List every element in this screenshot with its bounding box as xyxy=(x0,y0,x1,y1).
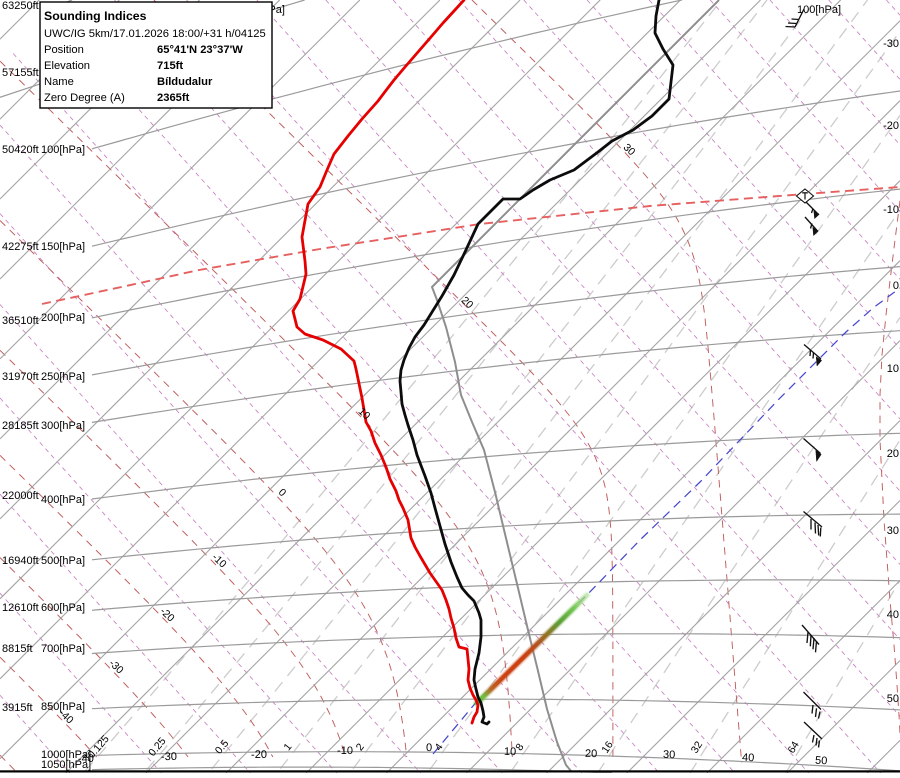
svg-text:50420ft: 50420ft xyxy=(2,144,39,156)
svg-text:30: 30 xyxy=(887,525,899,537)
svg-text:57155ft: 57155ft xyxy=(2,67,39,79)
svg-text:-20: -20 xyxy=(251,749,267,761)
svg-text:0: 0 xyxy=(426,742,432,754)
svg-text:700[hPa]: 700[hPa] xyxy=(41,643,85,655)
svg-text:40: 40 xyxy=(742,752,755,765)
svg-text:2365ft: 2365ft xyxy=(157,92,190,104)
svg-text:250[hPa]: 250[hPa] xyxy=(41,371,85,383)
svg-text:36510ft: 36510ft xyxy=(2,315,39,327)
svg-text:12610ft: 12610ft xyxy=(2,602,39,614)
svg-text:400[hPa]: 400[hPa] xyxy=(41,494,85,506)
svg-text:Elevation: Elevation xyxy=(44,60,90,72)
svg-text:31970ft: 31970ft xyxy=(2,371,39,383)
svg-text:-40: -40 xyxy=(78,753,94,765)
svg-text:16: 16 xyxy=(599,739,616,755)
svg-text:200[hPa]: 200[hPa] xyxy=(41,312,85,324)
svg-text:-30: -30 xyxy=(161,751,177,763)
svg-text:1050[hPa]: 1050[hPa] xyxy=(41,759,91,771)
svg-text:-20: -20 xyxy=(883,120,899,132)
svg-text:1000[hPa]: 1000[hPa] xyxy=(41,749,91,761)
svg-text:600[hPa]: 600[hPa] xyxy=(41,602,85,614)
svg-text:150[hPa]: 150[hPa] xyxy=(41,241,85,253)
svg-text:850[hPa]: 850[hPa] xyxy=(41,701,85,713)
svg-text:Sounding Indices: Sounding Indices xyxy=(44,9,147,23)
svg-text:715ft: 715ft xyxy=(157,60,183,72)
svg-text:Bíldudalur: Bíldudalur xyxy=(157,76,213,88)
svg-text:3915ft: 3915ft xyxy=(2,702,33,714)
svg-text:16940ft: 16940ft xyxy=(2,555,39,567)
svg-text:100[hPa]: 100[hPa] xyxy=(41,144,85,156)
svg-text:Name: Name xyxy=(44,76,74,88)
svg-text:22000ft: 22000ft xyxy=(2,490,39,502)
svg-text:-10: -10 xyxy=(337,745,353,757)
svg-text:300[hPa]: 300[hPa] xyxy=(41,420,85,432)
svg-text:500[hPa]: 500[hPa] xyxy=(41,555,85,567)
svg-text:28185ft: 28185ft xyxy=(2,420,39,432)
svg-text:20: 20 xyxy=(887,448,899,460)
svg-text:20: 20 xyxy=(585,748,598,760)
svg-text:10: 10 xyxy=(504,746,516,758)
svg-text:8: 8 xyxy=(513,741,526,753)
svg-text:50: 50 xyxy=(815,755,828,768)
svg-text:Zero Degree (A): Zero Degree (A) xyxy=(44,92,125,104)
svg-text:100[hPa]: 100[hPa] xyxy=(797,4,841,16)
svg-text:Position: Position xyxy=(44,44,84,56)
svg-text:40: 40 xyxy=(887,609,899,621)
svg-text:32: 32 xyxy=(689,739,705,755)
svg-text:0: 0 xyxy=(893,280,899,292)
svg-text:64: 64 xyxy=(785,739,801,755)
svg-text:42275ft: 42275ft xyxy=(2,241,39,253)
svg-text:4: 4 xyxy=(433,741,446,753)
svg-text:-10: -10 xyxy=(883,204,899,216)
svg-text:63250ft: 63250ft xyxy=(2,0,39,12)
svg-text:65°41'N 23°37'W: 65°41'N 23°37'W xyxy=(157,44,243,56)
svg-text:8815ft: 8815ft xyxy=(2,643,33,655)
svg-text:-30: -30 xyxy=(883,38,899,50)
svg-text:30: 30 xyxy=(663,749,676,761)
svg-text:10: 10 xyxy=(887,363,899,375)
svg-text:50: 50 xyxy=(887,693,899,705)
svg-text:UWC/IG 5km/17.01.2026 18:00/+3: UWC/IG 5km/17.01.2026 18:00/+31 h/04125 xyxy=(44,28,266,40)
